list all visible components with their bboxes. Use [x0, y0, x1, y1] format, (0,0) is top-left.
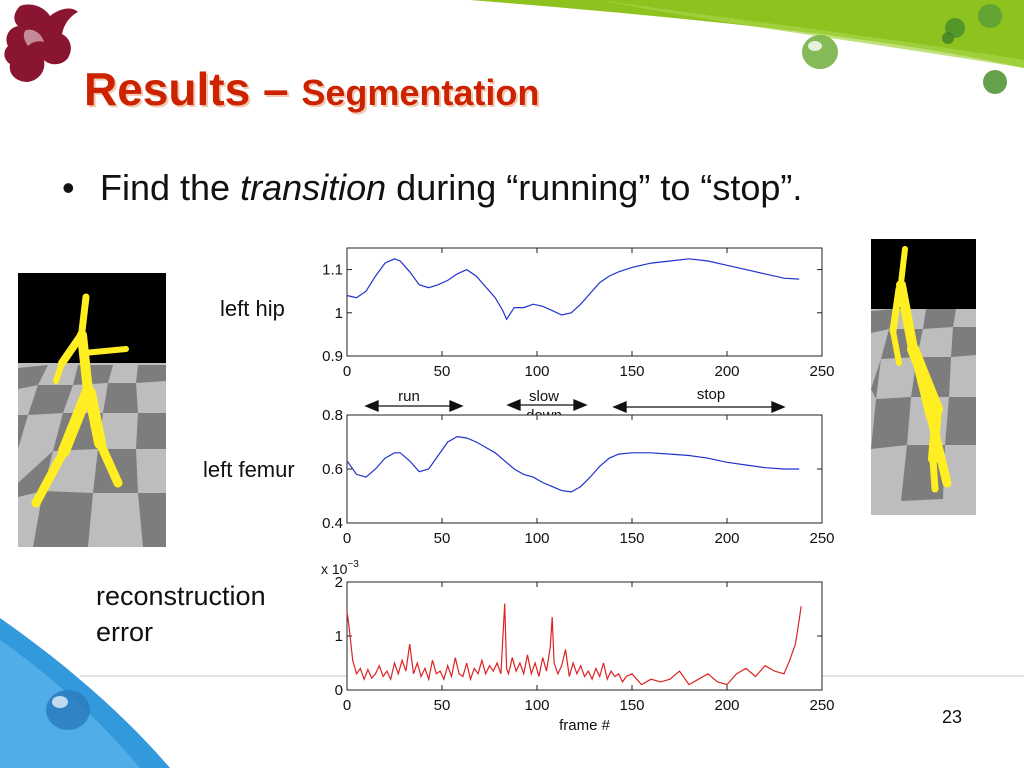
- run-segment-label: run: [398, 388, 420, 405]
- x-tick-label: 250: [809, 363, 834, 380]
- x-tick-label: 50: [434, 697, 451, 714]
- y-tick-label: 0.8: [322, 407, 343, 424]
- x-tick-label: 250: [809, 697, 834, 714]
- x-tick-label: 250: [809, 530, 834, 547]
- x-tick-label: 50: [434, 530, 451, 547]
- left-hip-label: left hip: [220, 296, 285, 321]
- bullet-plain: Find the: [100, 167, 241, 208]
- series-line-left-femur: [346, 435, 800, 493]
- y-tick-label: 0.6: [322, 461, 343, 478]
- x-tick-label: 0: [343, 530, 351, 547]
- y-tick-label: 1: [335, 305, 343, 322]
- reconstruction-error-label: reconstruction error: [96, 578, 266, 651]
- running-figure-image: [18, 273, 166, 547]
- left-femur-label: left femur: [203, 457, 295, 482]
- water-drop-decoration: [802, 4, 1007, 94]
- chart-frame-left-hip: [346, 247, 823, 357]
- y-tick-label: 1: [335, 628, 343, 645]
- chart-frame-left-femur: [346, 414, 823, 524]
- x-tick-label: 100: [524, 363, 549, 380]
- x-tick-label: 0: [343, 363, 351, 380]
- x-tick-label: 100: [524, 697, 549, 714]
- x-tick-label: 200: [714, 530, 739, 547]
- reconstruction-label-line2: error: [96, 617, 154, 648]
- y-multiplier-label: x 10−3: [321, 559, 359, 577]
- series-line-left-hip: [346, 258, 800, 321]
- blue-drop-decoration: [46, 690, 90, 730]
- y-tick-label: 0.4: [322, 515, 343, 532]
- griffin-logo: [4, 4, 79, 83]
- page-number: 23: [941, 707, 962, 727]
- y-tick-label: 1.1: [322, 262, 343, 279]
- slide-title: Results – Segmentation: [84, 62, 539, 116]
- y-tick-label: 2: [335, 574, 343, 591]
- x-tick-label: 200: [714, 363, 739, 380]
- x-tick-label: 50: [434, 363, 451, 380]
- standing-figure-image: [871, 239, 976, 515]
- x-tick-label: 100: [524, 530, 549, 547]
- segment-annotations: [364, 399, 786, 413]
- x-tick-label: 0: [343, 697, 351, 714]
- bullet-italic: transition: [240, 167, 387, 208]
- title-sub: Segmentation: [301, 72, 540, 113]
- y-tick-label: 0.9: [322, 348, 343, 365]
- x-tick-label: 150: [619, 530, 644, 547]
- stop-segment-label: stop: [697, 386, 725, 403]
- x-tick-label: 150: [619, 697, 644, 714]
- title-main: Results –: [84, 63, 302, 115]
- y-tick-label: 0: [335, 682, 343, 699]
- bullet-dot: •: [62, 167, 75, 208]
- bullet-text: Find the transition during “running” to …: [100, 166, 860, 210]
- x-tick-label: 200: [714, 697, 739, 714]
- slow-segment-label: slow: [529, 388, 559, 405]
- chart-frame-reconstruction-error: [346, 581, 823, 691]
- x-tick-label: 150: [619, 363, 644, 380]
- reconstruction-label-line1: reconstruction: [96, 581, 266, 611]
- series-line-reconstruction-error: [346, 603, 802, 686]
- x-axis-label: frame #: [559, 717, 611, 734]
- bullet-rest: during “running” to “stop”.: [386, 167, 803, 208]
